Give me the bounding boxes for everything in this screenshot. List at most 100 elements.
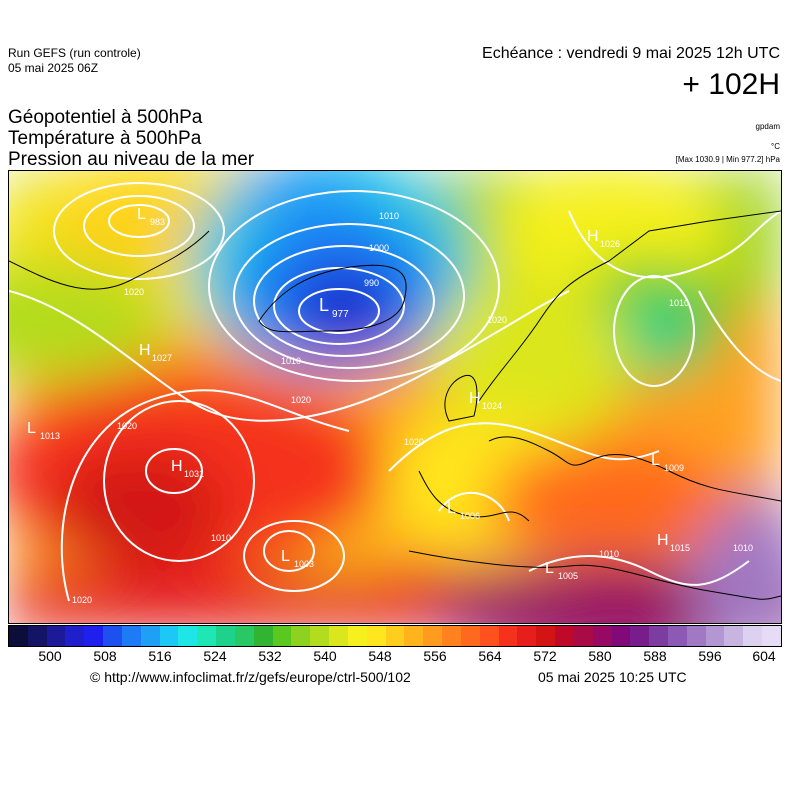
colorbar-tick: 516 — [148, 648, 172, 664]
unit-temperature: °C — [771, 142, 780, 151]
colorbar-swatch — [234, 626, 254, 646]
colorbar-swatch — [630, 626, 650, 646]
colorbar-swatch — [159, 626, 179, 646]
isobar-label: 1020 — [72, 595, 92, 605]
center-value: 1003 — [294, 559, 314, 569]
colorbar-swatch — [705, 626, 725, 646]
colorbar-tick: 588 — [643, 648, 667, 664]
isobar-label: 1020 — [291, 395, 311, 405]
colorbar-swatch — [555, 626, 574, 646]
pressure-center: L 983 — [137, 206, 165, 227]
colorbar-swatch — [27, 626, 47, 646]
colorbar-swatch — [197, 626, 217, 646]
center-letter: L — [137, 206, 146, 223]
colorbar-swatch — [291, 626, 311, 646]
pressure-center: L 1013 — [27, 420, 60, 441]
pressure-center: H 1015 — [657, 532, 690, 553]
pressure-center: L 977 — [319, 295, 349, 320]
geopotential-field — [9, 171, 781, 623]
center-value: 1005 — [558, 571, 578, 581]
colorbar-swatch — [442, 626, 461, 646]
center-value: 1027 — [152, 353, 172, 363]
colorbar-tick: 564 — [478, 648, 502, 664]
colorbar-swatch — [423, 626, 443, 646]
colorbar-swatch — [404, 626, 424, 646]
colorbar-swatch — [592, 626, 612, 646]
colorbar-labels: 500 508 516 524 532 540 548 556 564 572 … — [8, 648, 780, 666]
credit-url: © http://www.infoclimat.fr/z/gefs/europe… — [90, 669, 411, 685]
pressure-center: H 1027 — [139, 342, 172, 363]
isobar-label: 1010 — [281, 356, 301, 366]
pressure-center: H 1031 — [171, 458, 204, 479]
center-value: 1026 — [600, 239, 620, 249]
colorbar-swatch — [573, 626, 593, 646]
colorbar-swatch — [517, 626, 537, 646]
colorbar-tick: 604 — [752, 648, 776, 664]
generation-time: 05 mai 2025 10:25 UTC — [538, 669, 687, 685]
colorbar-swatch — [366, 626, 386, 646]
center-value: 1031 — [184, 469, 204, 479]
colorbar-tick: 532 — [258, 648, 282, 664]
colorbar-swatch — [385, 626, 405, 646]
center-letter: L — [545, 560, 554, 577]
colorbar-swatch — [46, 626, 66, 646]
colorbar-tick: 540 — [313, 648, 337, 664]
center-value: 1015 — [670, 543, 690, 553]
colorbar-swatch — [103, 626, 122, 646]
colorbar-tick: 500 — [38, 648, 62, 664]
center-letter: L — [447, 500, 456, 517]
isobar-label: 1010 — [379, 211, 399, 221]
pressure-center: L 1003 — [281, 548, 314, 569]
center-letter: H — [587, 228, 599, 245]
colorbar-swatch — [310, 626, 330, 646]
lead-time: + 102H — [682, 68, 780, 101]
colorbar-swatch — [140, 626, 160, 646]
colorbar-swatch — [762, 626, 781, 646]
isobar-label: 1000 — [369, 243, 389, 253]
colorbar-swatch — [686, 626, 706, 646]
colorbar-swatch — [743, 626, 763, 646]
run-date: 05 mai 2025 06Z — [8, 61, 99, 75]
isobar-label: 1010 — [599, 549, 619, 559]
colorbar-swatch — [479, 626, 499, 646]
center-value: 977 — [332, 309, 349, 320]
colorbar-swatch — [9, 626, 28, 646]
title-geopotential: Géopotentiel à 500hPa — [8, 107, 203, 128]
pressure-range: [Max 1030.9 | Min 977.2] hPa — [675, 155, 780, 164]
pressure-center: L 1005 — [545, 560, 578, 581]
center-value: 983 — [150, 217, 165, 227]
isobar-label: 1010 — [669, 298, 689, 308]
colorbar-swatch — [253, 626, 273, 646]
colorbar-tick: 580 — [588, 648, 612, 664]
coastlines — [9, 210, 781, 600]
colorbar-tick: 524 — [203, 648, 227, 664]
colorbar — [8, 625, 782, 647]
title-pressure: Pression au niveau de la mer — [8, 149, 255, 170]
colorbar-swatch — [611, 626, 631, 646]
isobar-label: 1010 — [211, 533, 231, 543]
center-letter: H — [171, 458, 183, 475]
isobar-label: 990 — [364, 278, 379, 288]
colorbar-swatch — [498, 626, 518, 646]
center-value: 1013 — [40, 431, 60, 441]
isobar-label: 1020 — [124, 287, 144, 297]
unit-geopotential: gpdam — [755, 122, 780, 131]
center-value: 1009 — [664, 463, 684, 473]
center-letter: L — [281, 548, 290, 565]
colorbar-swatch — [724, 626, 744, 646]
colorbar-swatch — [84, 626, 104, 646]
colorbar-tick: 572 — [533, 648, 557, 664]
colorbar-swatch — [216, 626, 235, 646]
isobar-label: 1010 — [733, 543, 753, 553]
pressure-centers: L 983 L 977 H 1027 L 1013 H 1031 L 1003 — [27, 206, 690, 581]
colorbar-tick: 508 — [93, 648, 117, 664]
colorbar-swatch — [460, 626, 480, 646]
center-value: 1006 — [460, 511, 480, 521]
center-value: 1024 — [482, 401, 502, 411]
isobar-label: 1020 — [404, 437, 424, 447]
pressure-center: L 1006 — [447, 500, 480, 521]
weather-map: L 983 L 977 H 1027 L 1013 H 1031 L 1003 — [8, 170, 782, 624]
isobar-label: 1020 — [117, 421, 137, 431]
colorbar-tick: 596 — [698, 648, 722, 664]
center-letter: H — [657, 532, 669, 549]
